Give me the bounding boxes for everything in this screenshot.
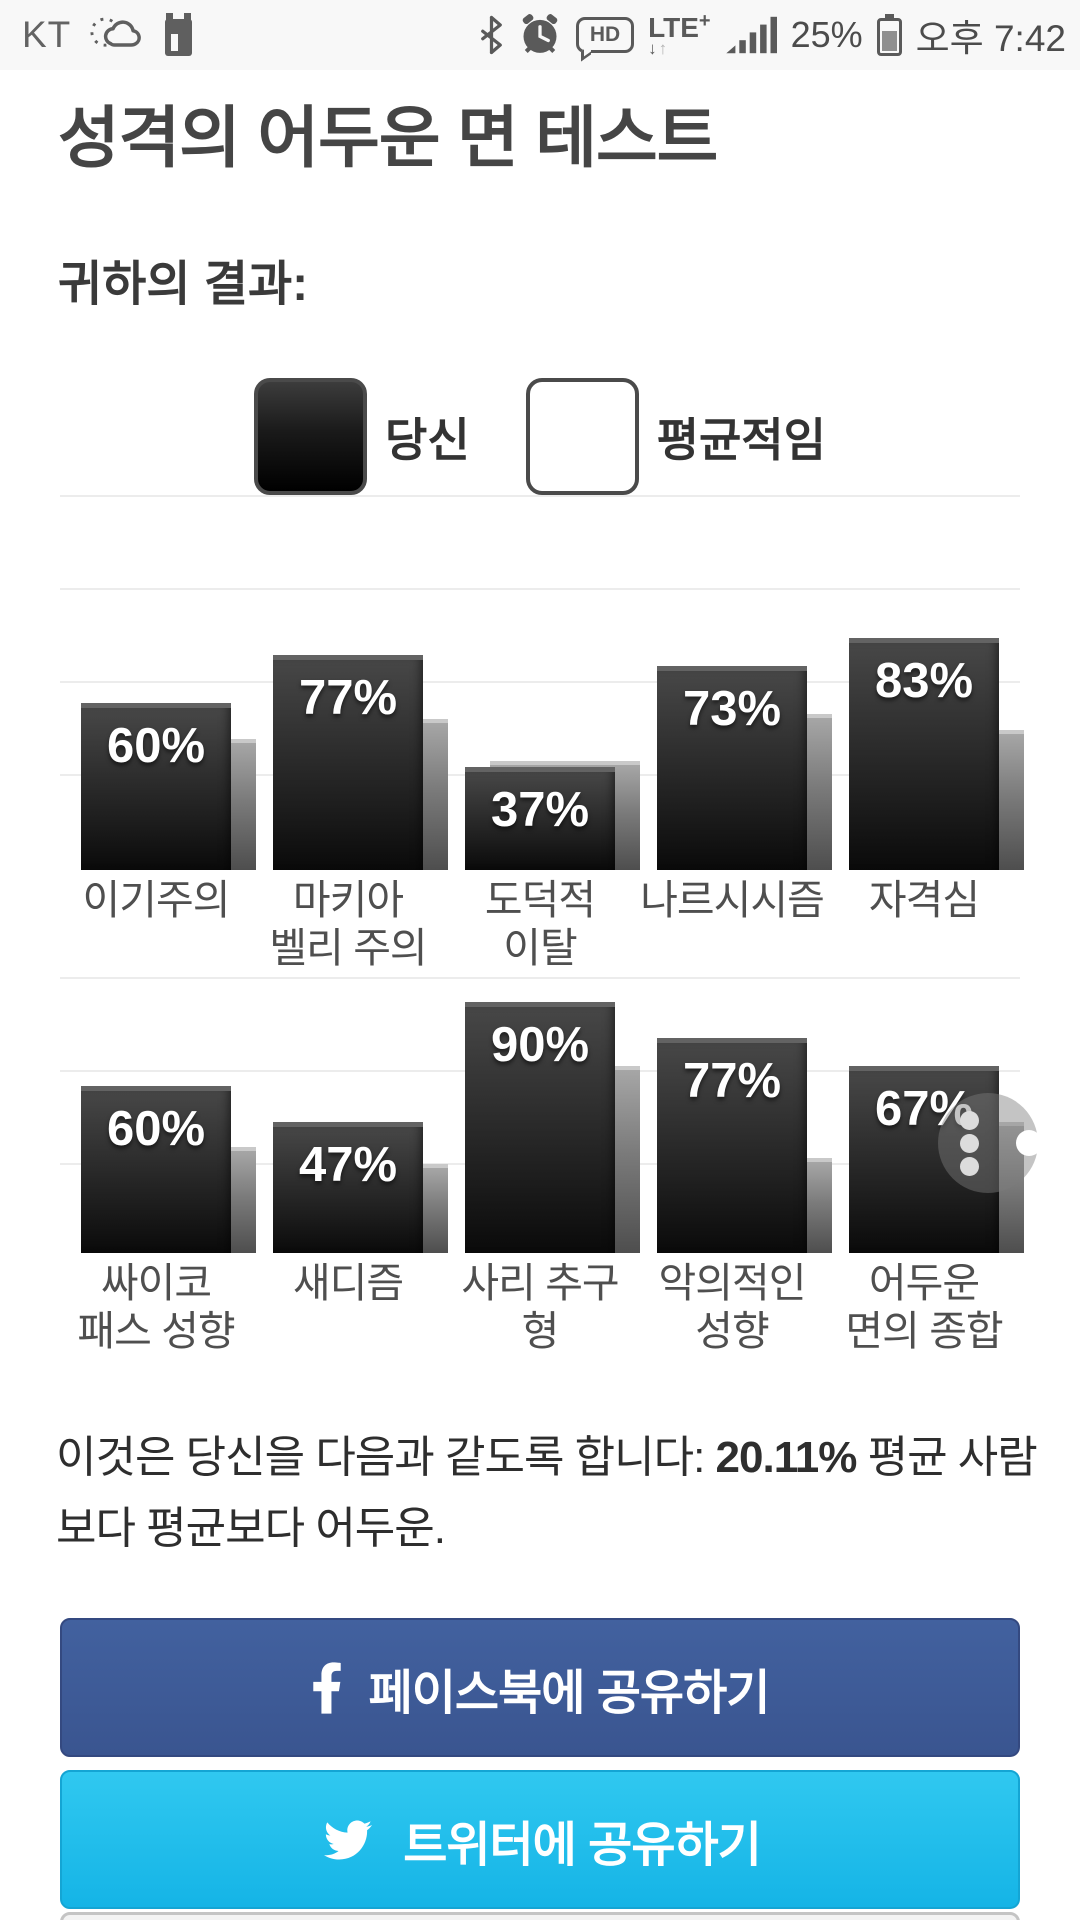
alarm-icon bbox=[518, 13, 562, 57]
lte-plus-icon: LTE+ ↓↑ bbox=[648, 10, 711, 58]
bar-value-label: 90% bbox=[490, 1018, 590, 1072]
app-notification-icon bbox=[165, 12, 193, 56]
bar-you: 60% bbox=[81, 703, 231, 870]
bar-you: 77% bbox=[273, 655, 423, 870]
bar-you: 47% bbox=[273, 1122, 423, 1253]
bar-value-label: 60% bbox=[106, 719, 206, 773]
gridline bbox=[60, 681, 1020, 683]
bar-value-label: 77% bbox=[682, 1054, 782, 1108]
gridline bbox=[60, 588, 1020, 590]
bar-group: 90% bbox=[444, 873, 640, 1253]
bar-you: 77% bbox=[657, 1038, 807, 1253]
battery-icon bbox=[876, 13, 902, 56]
status-bar: KT bbox=[0, 0, 1080, 70]
bar-value-label: 67% bbox=[874, 1082, 974, 1136]
category-label: 어두운 면의 종합 bbox=[845, 1260, 1003, 1354]
legend-you-label: 당신 bbox=[385, 413, 470, 466]
bar-group: 47% bbox=[252, 873, 448, 1253]
bar-you: 60% bbox=[81, 1086, 231, 1253]
category-label: 싸이코 패스 성향 bbox=[77, 1260, 235, 1354]
bar-group: 60% bbox=[60, 873, 256, 1253]
bar-group: 77% bbox=[252, 490, 448, 870]
bar-group: 67% bbox=[828, 873, 1024, 1253]
results-heading: 귀하의 결과: bbox=[58, 258, 309, 311]
hd-voice-icon: HD bbox=[576, 17, 635, 62]
bar-value-label: 60% bbox=[106, 1102, 206, 1156]
page-title: 성격의 어두운 면 테스트 bbox=[58, 101, 718, 176]
facebook-share-label: 페이스북에 공유하기 bbox=[368, 1666, 771, 1720]
menu-notch bbox=[1016, 1130, 1042, 1156]
category-label: 마키아 벨리 주의 bbox=[269, 877, 427, 971]
menu-dot bbox=[960, 1157, 979, 1176]
bar-group: 77% bbox=[636, 873, 832, 1253]
bar-value-label: 77% bbox=[298, 671, 398, 725]
plot-area: 60% 77% 37% 73% 83% bbox=[60, 490, 1024, 870]
bar-you: 83% bbox=[849, 638, 999, 870]
bar-value-label: 47% bbox=[298, 1138, 398, 1192]
result-percent: 20.11% bbox=[715, 1433, 858, 1482]
carrier-label: KT bbox=[22, 14, 72, 55]
result-summary-text: 이것은 당신을 다음과 같도록 합니다: 20.11% 평균 사람보다 평균보다… bbox=[56, 1433, 1038, 1554]
hd-label: HD bbox=[589, 23, 621, 46]
category-label: 악의적인 성향 bbox=[658, 1260, 807, 1354]
bar-chart-row-1: 60% 77% 37% 73% 83% 이기주의 마키아 벨리 주의 도덕적 이탈 나르시시즘… bbox=[60, 490, 1024, 990]
legend-average-swatch bbox=[525, 378, 639, 495]
category-label: 새디즘 bbox=[292, 1260, 404, 1306]
facebook-share-button[interactable]: 페이스북에 공유하기 bbox=[60, 1618, 1020, 1757]
bar-group: 83% bbox=[828, 490, 1024, 870]
twitter-icon bbox=[319, 1816, 377, 1864]
category-label: 도덕적 이탈 bbox=[484, 877, 596, 971]
plot-area: 60% 47% 90% 77% 67% bbox=[60, 873, 1024, 1253]
weather-sun-cloud-icon bbox=[89, 13, 147, 57]
bluetooth-icon bbox=[479, 15, 504, 55]
menu-dot bbox=[960, 1111, 979, 1130]
status-bar-right: HD LTE+ ↓↑ 25% 오후 7:42 bbox=[479, 8, 1066, 62]
battery-percent-label: 25% bbox=[790, 14, 863, 55]
legend-you-swatch bbox=[254, 378, 368, 495]
floating-menu-button[interactable] bbox=[938, 1093, 1042, 1193]
bar-value-label: 37% bbox=[490, 783, 590, 837]
bar-value-label: 83% bbox=[874, 654, 974, 708]
signal-strength-icon bbox=[725, 15, 777, 55]
more-share-button-partial[interactable] bbox=[60, 1912, 1020, 1920]
bar-group: 73% bbox=[636, 490, 832, 870]
legend-average-label: 평균적임 bbox=[656, 413, 826, 466]
gridline bbox=[60, 977, 1020, 979]
category-labels: 이기주의 마키아 벨리 주의 도덕적 이탈 나르시시즘 자격심 bbox=[60, 877, 1020, 972]
facebook-icon bbox=[311, 1661, 343, 1715]
bar-group: 37% bbox=[444, 490, 640, 870]
twitter-share-button[interactable]: 트위터에 공유하기 bbox=[60, 1770, 1020, 1909]
category-label: 이기주의 bbox=[82, 877, 231, 923]
category-label: 나르시시즘 bbox=[640, 877, 825, 923]
bar-chart-row-2: 60% 47% 90% 77% 67% 싸이코 패스 성향 새디즘 사리 추구형 악의적인 성… bbox=[60, 873, 1024, 1373]
bar-you: 90% bbox=[465, 1002, 615, 1253]
bar-you: 37% bbox=[465, 767, 615, 870]
bar-you: 73% bbox=[657, 666, 807, 870]
clock-label: 오후 7:42 bbox=[915, 18, 1066, 59]
category-label: 자격심 bbox=[868, 877, 980, 923]
bar-group: 60% bbox=[60, 490, 256, 870]
status-bar-left: KT bbox=[22, 12, 193, 57]
category-label: 사리 추구형 bbox=[461, 1260, 619, 1354]
category-labels: 싸이코 패스 성향 새디즘 사리 추구형 악의적인 성향 어두운 면의 종합 bbox=[60, 1260, 1020, 1355]
menu-dot bbox=[960, 1134, 979, 1153]
bar-value-label: 73% bbox=[682, 682, 782, 736]
chart-legend: 당신 평균적임 bbox=[0, 378, 1080, 495]
twitter-share-label: 트위터에 공유하기 bbox=[403, 1818, 762, 1872]
gridline bbox=[60, 495, 1020, 497]
